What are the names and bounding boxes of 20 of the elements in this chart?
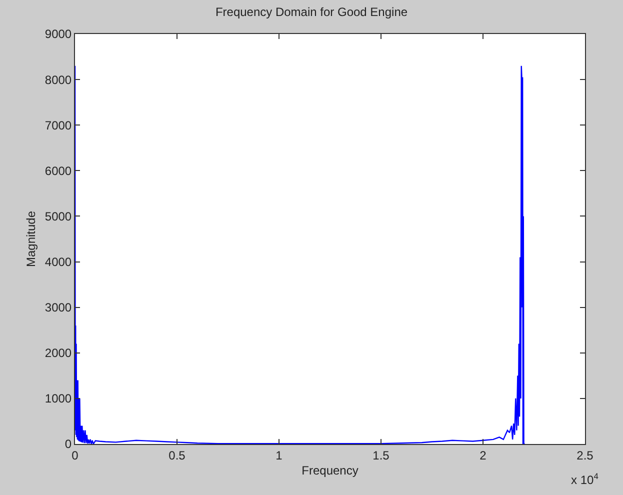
x-tick-label: 1 [276,448,283,462]
y-tick-label: 8000 [44,72,72,87]
x-tick-label: 1.5 [372,448,390,462]
y-tick-label: 0 [64,437,72,452]
x-axis-title: Frequency [302,463,358,478]
y-axis-title: Magnitude [24,210,38,268]
text: x 10$^{4}$ [571,471,599,488]
y-tick-label: 5000 [44,209,72,224]
y-tick-label: 7000 [44,118,72,132]
y-tick-label: 2000 [44,346,72,360]
chart-title: Frequency Domain for Good Engine [215,4,408,19]
y-tick-label: 1000 [44,392,72,406]
x-tick-label: 2.5 [576,448,594,462]
line-series [75,65,526,444]
y-tick-label: 6000 [44,164,72,178]
x-tick-label: 0.5 [168,448,186,462]
x-tick-label: 2 [480,448,487,462]
y-tick-label: 9000 [44,27,72,42]
y-tick-label: 4000 [44,254,72,269]
y-tick-label: 3000 [44,300,72,315]
